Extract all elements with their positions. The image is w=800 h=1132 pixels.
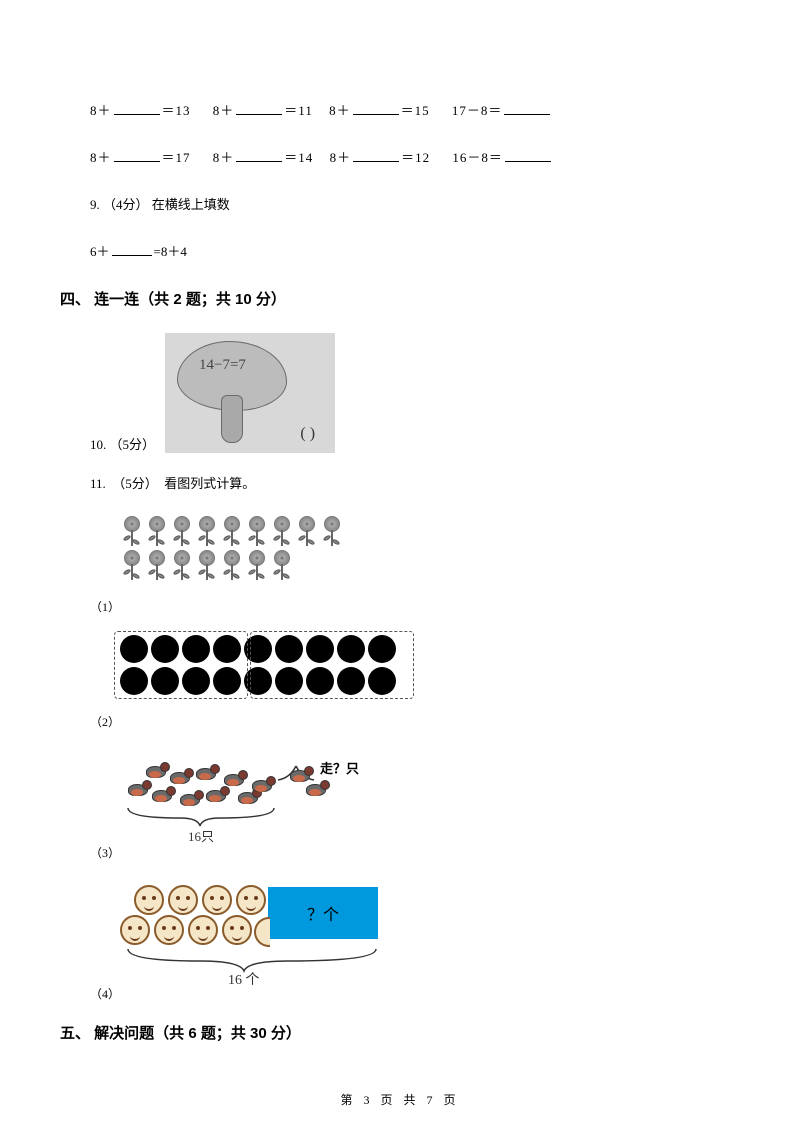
sub-4: （4） xyxy=(90,985,740,1002)
dots-image xyxy=(120,635,420,695)
eq-text: ＝15 xyxy=(401,103,430,118)
eq-text: ＝14 xyxy=(284,150,313,165)
eq-text: ＝12 xyxy=(401,150,430,165)
eq-text: ＝13 xyxy=(162,103,191,118)
eq-text: 8＋ xyxy=(213,103,235,118)
face-icon xyxy=(236,885,266,915)
flower-icon xyxy=(195,550,219,582)
q-points: （5分） xyxy=(112,476,158,491)
flower-icon xyxy=(120,550,144,582)
blank[interactable] xyxy=(114,101,160,115)
face-icon xyxy=(188,915,218,945)
q-points: （5分） xyxy=(110,434,156,453)
blank[interactable] xyxy=(505,148,551,162)
bird-icon xyxy=(304,780,330,798)
blank[interactable] xyxy=(236,148,282,162)
flower-icon xyxy=(145,516,169,548)
flower-icon xyxy=(220,516,244,548)
q-text: 在横线上填数 xyxy=(152,197,230,212)
bird-icon xyxy=(250,776,276,794)
bird-icon xyxy=(144,762,170,780)
flower-row xyxy=(120,550,740,584)
q-number: 11. xyxy=(90,476,106,491)
face-icon xyxy=(120,915,150,945)
tree-equation: 14−7=7 xyxy=(199,357,246,374)
eq-text: 8＋ xyxy=(329,103,351,118)
bird-icon xyxy=(222,770,248,788)
equation-row-1: 8＋ ＝13 8＋ ＝11 8＋ ＝15 17－8＝ xyxy=(90,100,740,119)
bird-icon xyxy=(204,786,230,804)
faces-image: ？个 16 个 xyxy=(120,881,400,981)
eq-text: 6＋ xyxy=(90,244,110,259)
eq-text: =8＋4 xyxy=(154,244,187,259)
flower-icon xyxy=(145,550,169,582)
face-icon xyxy=(222,915,252,945)
flower-icon xyxy=(270,550,294,582)
section-4-title: 四、 连一连（共 2 题；共 10 分） xyxy=(60,288,740,309)
blank[interactable] xyxy=(504,101,550,115)
flower-icon xyxy=(295,516,319,548)
face-icon xyxy=(134,885,164,915)
q-number: 10. xyxy=(90,437,106,453)
birds-total: 16只 xyxy=(188,826,214,845)
question-9: 9. （4分） 在横线上填数 xyxy=(90,194,740,213)
eq-text: ＝17 xyxy=(162,150,191,165)
eq-text: 16－8＝ xyxy=(452,150,503,165)
dash-box-right xyxy=(250,631,414,699)
blank[interactable] xyxy=(236,101,282,115)
question-9-eq: 6＋ =8＋4 xyxy=(90,241,740,260)
eq-text: 8＋ xyxy=(330,150,352,165)
q-number: 9. xyxy=(90,197,100,212)
bird-icon xyxy=(194,764,220,782)
eq-text: 8＋ xyxy=(90,150,112,165)
flower-icon xyxy=(170,550,194,582)
face-icon xyxy=(168,885,198,915)
equation-row-2: 8＋ ＝17 8＋ ＝14 8＋ ＝12 16－8＝ xyxy=(90,147,740,166)
eq-text: 8＋ xyxy=(213,150,235,165)
eq-text: 17－8＝ xyxy=(452,103,503,118)
flower-icon xyxy=(245,516,269,548)
tree-paren: ( ) xyxy=(300,425,315,443)
tree-image: 14−7=7 ( ) xyxy=(165,333,335,453)
flower-icon xyxy=(195,516,219,548)
flower-icon xyxy=(120,516,144,548)
dash-box-left xyxy=(114,631,248,699)
question-10: 10. （5分） 14−7=7 ( ) xyxy=(90,333,740,453)
sub-2: （2） xyxy=(90,713,740,730)
flower-row xyxy=(120,516,740,550)
birds-image: 走？只 16只 xyxy=(120,750,400,840)
section-5-title: 五、 解决问题（共 6 题；共 30 分） xyxy=(60,1022,740,1043)
flower-icon xyxy=(245,550,269,582)
bird-icon xyxy=(168,768,194,786)
face-icon xyxy=(154,915,184,945)
page-content: 8＋ ＝13 8＋ ＝11 8＋ ＝15 17－8＝ 8＋ ＝17 8＋ ＝14 8＋ ＝1… xyxy=(0,0,800,1107)
bird-icon xyxy=(178,790,204,808)
flower-icon xyxy=(270,516,294,548)
page-footer: 第 3 页 共 7 页 xyxy=(0,1091,800,1108)
sub-1: （1） xyxy=(90,598,740,615)
flower-icon xyxy=(170,516,194,548)
blank[interactable] xyxy=(114,148,160,162)
blank[interactable] xyxy=(353,101,399,115)
question-11: 11. （5分） 看图列式计算。 xyxy=(90,473,740,492)
sub-3: （3） xyxy=(90,844,740,861)
face-icon xyxy=(202,885,232,915)
flower-icon xyxy=(320,516,344,548)
blank[interactable] xyxy=(353,148,399,162)
flower-icon xyxy=(220,550,244,582)
bird-icon xyxy=(126,780,152,798)
eq-text: ＝11 xyxy=(284,103,313,118)
q-text: 看图列式计算。 xyxy=(164,476,255,491)
eq-text: 8＋ xyxy=(90,103,112,118)
faces-total: 16 个 xyxy=(228,969,260,989)
flowers-image xyxy=(120,516,740,584)
tree-trunk-icon xyxy=(221,395,243,443)
blank[interactable] xyxy=(112,242,152,256)
bird-icon xyxy=(150,786,176,804)
q-points: （4分） xyxy=(103,197,149,212)
